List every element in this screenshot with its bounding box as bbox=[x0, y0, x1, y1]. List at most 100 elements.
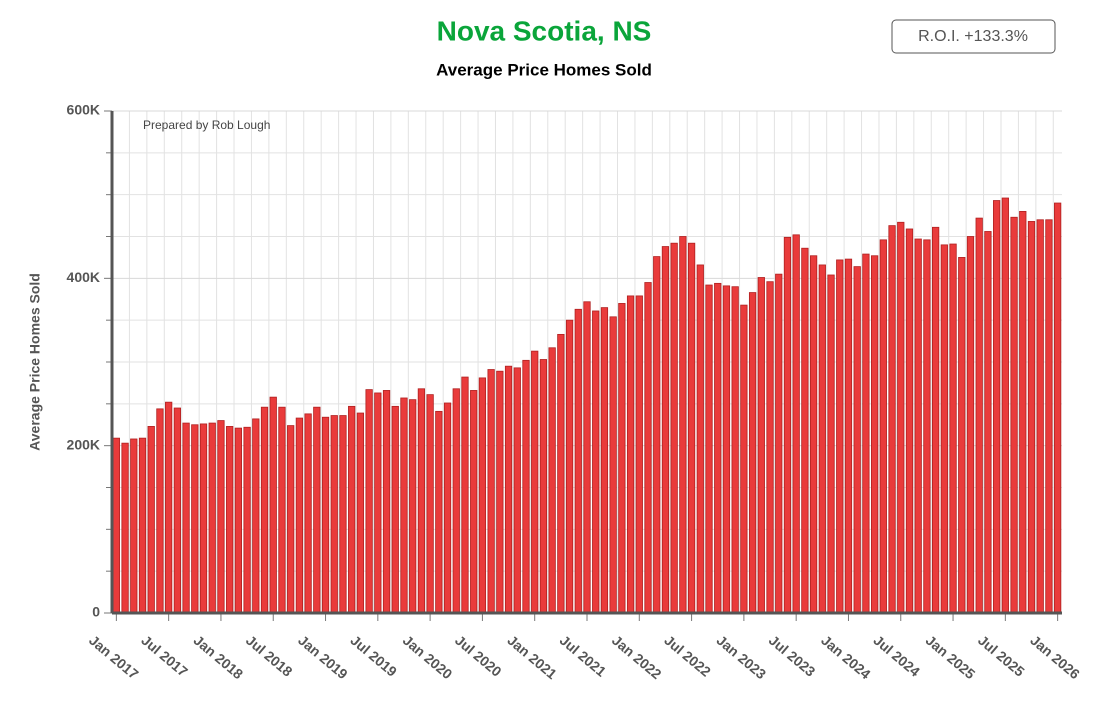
chart-subtitle: Average Price Homes Sold bbox=[436, 60, 652, 79]
bar bbox=[958, 257, 966, 614]
bar bbox=[618, 303, 626, 614]
bar bbox=[600, 307, 609, 614]
bar bbox=[1045, 219, 1053, 614]
x-tick-label: Jan 2024 bbox=[818, 632, 874, 682]
bar bbox=[984, 231, 992, 614]
bars bbox=[112, 197, 1062, 614]
bar bbox=[539, 359, 548, 614]
x-tick-label: Jul 2020 bbox=[452, 632, 505, 680]
bar bbox=[435, 410, 443, 614]
y-axis-label: Average Price Homes Sold bbox=[27, 273, 43, 451]
bar bbox=[260, 406, 269, 614]
bar bbox=[827, 274, 835, 614]
bar bbox=[644, 282, 652, 614]
bar bbox=[191, 424, 199, 614]
bar bbox=[478, 377, 487, 614]
x-tick-label: Jul 2022 bbox=[661, 632, 714, 680]
bar bbox=[513, 367, 521, 614]
bar bbox=[243, 426, 251, 614]
bar bbox=[470, 390, 478, 614]
bar bbox=[313, 406, 321, 614]
bar bbox=[130, 438, 138, 614]
bar bbox=[679, 236, 687, 614]
bar bbox=[931, 226, 940, 614]
bar bbox=[792, 234, 800, 614]
bar bbox=[365, 389, 373, 614]
bar bbox=[836, 259, 844, 614]
bar bbox=[626, 295, 635, 614]
bar bbox=[409, 399, 417, 614]
y-tick-label: 200K bbox=[67, 436, 100, 452]
bar bbox=[1001, 197, 1009, 614]
bar bbox=[496, 370, 504, 614]
bar bbox=[592, 310, 600, 614]
bar bbox=[348, 405, 356, 614]
x-tick-label: Jul 2023 bbox=[766, 632, 819, 680]
bar bbox=[382, 390, 391, 614]
bar bbox=[949, 243, 957, 614]
roi-box bbox=[891, 19, 1056, 54]
bar bbox=[531, 350, 539, 614]
bar bbox=[635, 295, 643, 614]
bar bbox=[199, 423, 208, 614]
x-tick-label: Jul 2025 bbox=[975, 632, 1028, 680]
bar bbox=[1027, 221, 1036, 614]
bar bbox=[269, 396, 277, 614]
bar bbox=[879, 239, 887, 614]
bar bbox=[801, 247, 809, 614]
bar bbox=[138, 437, 147, 614]
bar bbox=[295, 417, 304, 614]
bar bbox=[870, 255, 879, 614]
bar bbox=[304, 413, 312, 614]
roi-text: R.O.I. +133.3% bbox=[918, 28, 1028, 45]
x-tick-label: Jan 2017 bbox=[86, 632, 142, 682]
bar bbox=[147, 426, 155, 614]
y-tick-label: 600K bbox=[67, 102, 100, 118]
x-tick-label: Jan 2025 bbox=[923, 632, 979, 682]
bar bbox=[574, 308, 582, 614]
bar bbox=[670, 242, 678, 614]
bar bbox=[522, 359, 530, 614]
bar bbox=[766, 281, 774, 614]
bar bbox=[966, 236, 975, 614]
bar bbox=[783, 236, 792, 614]
bar bbox=[156, 408, 164, 614]
x-tick-label: Jan 2023 bbox=[714, 632, 770, 682]
bar bbox=[374, 392, 382, 614]
bar bbox=[565, 319, 574, 614]
bar bbox=[696, 264, 704, 614]
bar bbox=[487, 369, 495, 614]
bar bbox=[818, 264, 826, 614]
bar bbox=[775, 273, 783, 614]
bar bbox=[653, 256, 661, 614]
x-tick-label: Jan 2018 bbox=[191, 632, 247, 682]
bar bbox=[862, 253, 870, 614]
bar bbox=[339, 415, 347, 614]
bar bbox=[217, 420, 225, 614]
x-tick-label: Jul 2017 bbox=[138, 632, 191, 680]
bar bbox=[182, 422, 190, 614]
bar bbox=[844, 258, 853, 614]
x-tick-label: Jan 2019 bbox=[295, 632, 351, 682]
bar bbox=[557, 333, 565, 614]
bar bbox=[748, 292, 757, 614]
bar bbox=[853, 266, 861, 614]
bar bbox=[914, 238, 922, 614]
bar bbox=[993, 200, 1001, 614]
bar bbox=[356, 412, 365, 614]
bar bbox=[391, 405, 399, 614]
bar bbox=[1010, 216, 1018, 614]
bar bbox=[173, 407, 181, 614]
bar bbox=[940, 244, 948, 614]
bar bbox=[287, 425, 295, 614]
bar bbox=[809, 255, 818, 614]
bar bbox=[897, 221, 905, 614]
bar bbox=[687, 242, 696, 614]
annotation: Prepared by Rob Lough bbox=[143, 118, 270, 132]
bar bbox=[234, 427, 243, 614]
bar bbox=[1036, 219, 1044, 614]
x-tick-label: Jul 2019 bbox=[348, 632, 401, 680]
bar bbox=[705, 284, 713, 614]
bar bbox=[165, 401, 173, 614]
